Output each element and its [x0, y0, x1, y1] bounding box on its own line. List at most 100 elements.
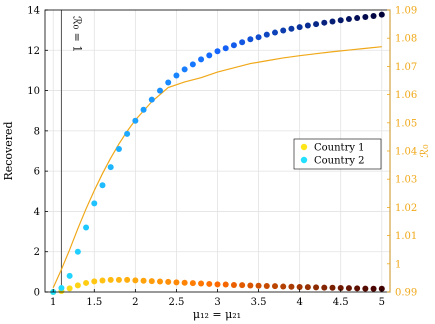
x-tick-label: 3.5	[251, 297, 267, 308]
point-country-2	[189, 61, 196, 68]
point-country-1	[280, 283, 287, 290]
point-country-2	[115, 145, 122, 152]
y-tick-label: 2	[34, 247, 40, 258]
point-country-1	[74, 282, 81, 289]
point-country-2	[99, 182, 106, 189]
y2-tick-label: 1.03	[395, 175, 417, 186]
point-country-2	[296, 24, 303, 31]
point-country-1	[107, 276, 114, 283]
legend: Country 1 Country 2	[293, 138, 382, 170]
legend-label-country-2: Country 2	[314, 156, 365, 167]
point-country-1	[321, 284, 328, 291]
point-country-2	[107, 164, 114, 171]
x-tick-label: 2	[132, 297, 138, 308]
x-axis-label: μ₁₂ = μ₂₁	[193, 308, 241, 321]
point-country-2	[280, 27, 287, 34]
point-country-1	[222, 281, 229, 288]
point-country-1	[198, 280, 205, 287]
y2-axis-label: ℛ₀	[418, 144, 431, 158]
point-country-2	[304, 22, 311, 29]
point-country-2	[66, 272, 73, 279]
annotation-label: ℛ₀ = 1	[70, 16, 83, 52]
point-country-2	[329, 18, 336, 25]
legend-box	[293, 138, 382, 170]
point-country-2	[345, 16, 352, 23]
point-country-1	[140, 277, 147, 284]
y2-tick-label: 0.99	[395, 288, 417, 299]
y2-tick-label: 1	[395, 259, 401, 270]
data-points	[50, 11, 385, 295]
y-tick-label: 6	[34, 167, 40, 178]
y-tick-label: 0	[34, 288, 40, 299]
point-country-1	[329, 284, 336, 291]
point-country-2	[255, 34, 262, 41]
point-country-2	[165, 79, 172, 86]
point-country-2	[337, 17, 344, 24]
point-country-2	[148, 96, 155, 103]
point-country-1	[99, 277, 106, 284]
point-country-2	[239, 39, 246, 46]
x-tick-label: 1	[50, 297, 56, 308]
point-country-2	[198, 56, 205, 63]
legend-marker-country-1	[300, 143, 308, 151]
point-country-1	[255, 282, 262, 289]
x-tick-label: 4	[296, 297, 302, 308]
y-tick-label: 10	[27, 86, 40, 97]
point-country-1	[239, 282, 246, 289]
x-tick-label: 2.5	[168, 297, 184, 308]
point-country-1	[181, 279, 188, 286]
y2-tick-label: 1.04	[395, 147, 417, 158]
point-country-2	[124, 130, 131, 137]
x-tick-label: 4.5	[333, 297, 349, 308]
point-country-1	[263, 282, 270, 289]
x-tick-label: 3	[214, 297, 220, 308]
y2-tick-label: 1.06	[395, 90, 417, 101]
y-axis-label: Recovered	[2, 121, 15, 180]
point-country-1	[296, 283, 303, 290]
point-country-1	[189, 280, 196, 287]
y-tick-label: 14	[27, 6, 40, 17]
point-country-1	[230, 281, 237, 288]
y2-ticks: 0.99 1 1.01 1.02 1.03 1.04 1.05 1.06 1.07 1.08 1.0…	[387, 6, 417, 299]
point-country-1	[115, 276, 122, 283]
point-country-2	[370, 13, 377, 20]
point-country-2	[247, 36, 254, 43]
point-country-1	[124, 276, 131, 283]
point-country-1	[313, 284, 320, 291]
point-country-2	[313, 21, 320, 28]
annotation: ℛ₀ = 1	[60, 10, 83, 292]
y2-tick-label: 1.09	[395, 6, 417, 17]
point-country-1	[337, 284, 344, 291]
point-country-2	[132, 117, 139, 124]
point-country-1	[288, 283, 295, 290]
point-country-1	[304, 284, 311, 291]
x-ticks: 1 1.5 2 2.5 3 3.5 4 4.5 5	[50, 289, 385, 308]
point-country-2	[83, 224, 90, 231]
point-country-2	[222, 45, 229, 52]
point-country-2	[173, 72, 180, 79]
point-country-1	[173, 279, 180, 286]
point-country-1	[247, 282, 254, 289]
point-country-2	[157, 87, 163, 94]
point-country-2	[288, 25, 295, 32]
r0-curve	[52, 46, 382, 289]
point-country-2	[263, 31, 270, 38]
point-country-1	[157, 278, 163, 285]
point-country-1	[206, 280, 213, 287]
point-country-2	[354, 15, 361, 22]
point-country-1	[83, 279, 90, 286]
point-country-1	[345, 285, 352, 292]
point-country-2	[321, 19, 328, 26]
point-country-1	[165, 278, 172, 285]
point-country-2	[206, 52, 213, 59]
y2-tick-label: 1.01	[395, 231, 417, 242]
point-country-1	[370, 285, 377, 292]
point-country-1	[214, 281, 221, 288]
point-country-1	[272, 283, 278, 290]
point-country-2	[58, 284, 65, 291]
point-country-1	[362, 285, 369, 292]
legend-label-country-1: Country 1	[314, 143, 365, 154]
point-country-2	[74, 248, 81, 255]
y-tick-label: 4	[34, 207, 40, 218]
